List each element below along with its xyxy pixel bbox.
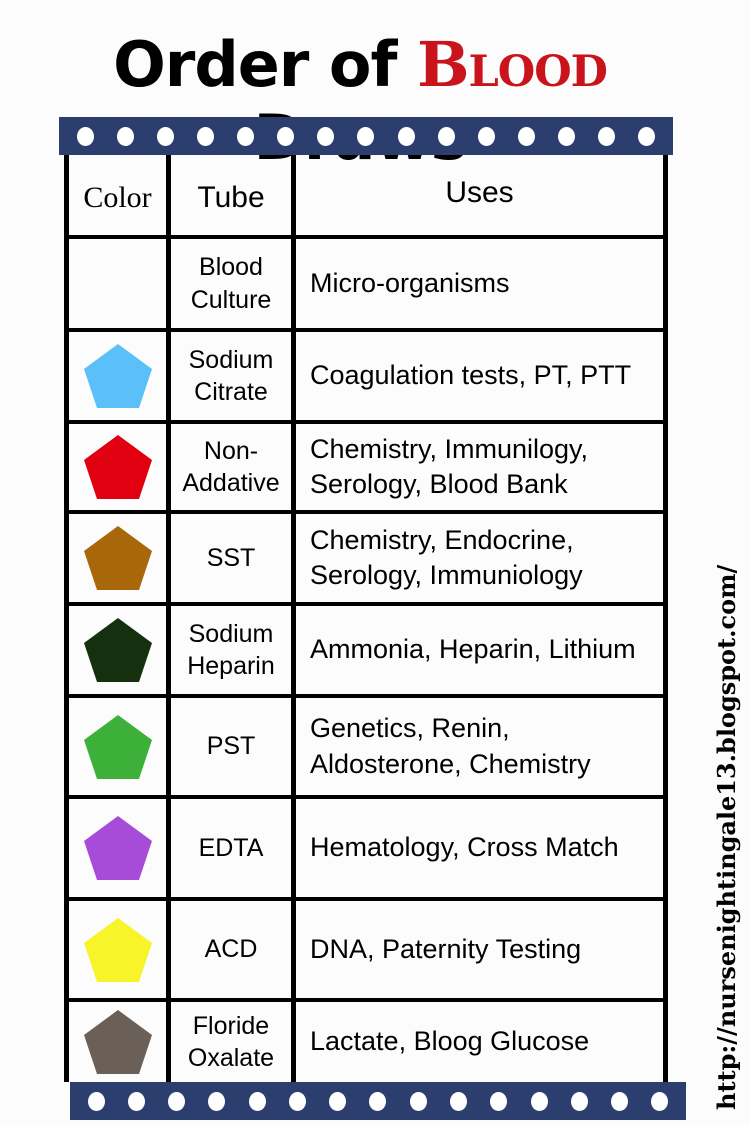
film-hole	[329, 1091, 347, 1111]
pentagon-swatch-icon	[83, 526, 152, 590]
color-swatch-cell	[69, 332, 166, 420]
film-hole	[611, 1091, 629, 1111]
tube-name: Non-Addative	[182, 436, 280, 498]
tube-name: Floride Oxalate	[187, 1011, 275, 1073]
film-hole	[598, 126, 616, 146]
film-hole	[168, 1091, 186, 1111]
table-row-line	[64, 328, 668, 332]
film-hole	[288, 1091, 306, 1111]
tube-uses: Hematology, Cross Match	[310, 832, 619, 863]
pentagon-swatch-icon	[83, 917, 152, 982]
tube-name: Blood Culture	[190, 253, 272, 314]
table-row-line	[64, 235, 668, 239]
table-row-line	[64, 998, 668, 1002]
table-row-line	[64, 694, 668, 698]
table-row-line	[64, 897, 668, 901]
tube-uses: Micro-organisms	[310, 267, 510, 298]
film-hole	[196, 126, 214, 146]
film-hole	[450, 1091, 468, 1111]
film-hole	[127, 1091, 145, 1111]
film-hole	[277, 126, 295, 146]
color-swatch-cell	[69, 424, 166, 510]
film-hole	[87, 1091, 105, 1111]
film-hole	[116, 126, 134, 146]
tube-uses: Lactate, Bloog Glucose	[310, 1026, 590, 1057]
color-swatch-cell	[69, 901, 166, 998]
pentagon-swatch-icon	[83, 1010, 152, 1074]
title-highlight: Blood	[417, 28, 608, 101]
film-hole	[517, 126, 535, 146]
color-swatch-cell	[69, 698, 166, 795]
film-hole	[638, 126, 656, 146]
table-row-line	[64, 795, 668, 799]
color-swatch-cell	[69, 799, 166, 897]
tube-uses: Genetics, Renin, Aldosterone, Chemistry	[310, 713, 591, 779]
table-column-line	[663, 155, 668, 1082]
table-column-line	[291, 155, 296, 1082]
table-row-line	[64, 420, 668, 424]
tube-name: Sodium Heparin	[187, 619, 275, 681]
header-uses: Uses	[445, 176, 514, 209]
film-strip-top	[59, 117, 673, 155]
film-hole	[530, 1091, 548, 1111]
pentagon-swatch-icon	[83, 816, 152, 880]
pentagon-swatch-icon	[83, 618, 152, 682]
film-hole	[409, 1091, 427, 1111]
pentagon-swatch-icon	[83, 714, 152, 779]
table-row-line	[64, 510, 668, 514]
film-hole	[248, 1091, 266, 1111]
film-strip-bottom	[70, 1082, 686, 1120]
tube-uses: DNA, Paternity Testing	[310, 933, 582, 964]
film-hole	[397, 126, 415, 146]
film-hole	[437, 126, 455, 146]
tube-name: ACD	[204, 935, 258, 964]
color-swatch-cell	[69, 606, 166, 694]
tube-name: Sodium Citrate	[188, 345, 274, 407]
header-tube: Tube	[197, 180, 265, 214]
film-hole	[570, 1091, 588, 1111]
table-column-line	[64, 155, 69, 1082]
color-swatch-cell	[69, 1002, 166, 1082]
film-hole	[208, 1091, 226, 1111]
tube-name: SST	[206, 543, 256, 572]
title-text: Order of	[113, 28, 418, 101]
color-swatch-cell	[69, 514, 166, 602]
tube-uses: Coagulation tests, PT, PTT	[310, 360, 632, 391]
color-swatch-cell	[69, 239, 166, 328]
tube-name: EDTA	[198, 833, 264, 862]
film-hole	[317, 126, 335, 146]
film-hole	[369, 1091, 387, 1111]
tube-uses: Chemistry, Endocrine, Serology, Immuniol…	[310, 524, 583, 590]
film-hole	[76, 126, 94, 146]
film-hole	[237, 126, 255, 146]
film-hole	[651, 1091, 669, 1111]
pentagon-swatch-icon	[83, 344, 152, 408]
film-hole	[477, 126, 495, 146]
film-hole	[156, 126, 174, 146]
header-color: Color	[83, 180, 152, 214]
pentagon-swatch-icon	[83, 435, 152, 499]
film-hole	[490, 1091, 508, 1111]
film-hole	[558, 126, 576, 146]
tube-uses: Ammonia, Heparin, Lithium	[310, 634, 636, 665]
tube-name: PST	[206, 732, 256, 761]
table-column-line	[166, 155, 171, 1082]
table-row-line	[64, 602, 668, 606]
blog-url: http://nursenightingale13.blogspot.com/	[712, 564, 741, 1110]
tube-uses: Chemistry, Immunilogy, Serology, Blood B…	[310, 433, 589, 499]
film-hole	[357, 126, 375, 146]
